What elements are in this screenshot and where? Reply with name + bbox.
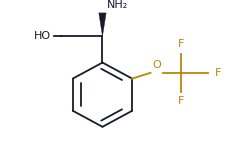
- Text: HO: HO: [34, 31, 51, 41]
- Polygon shape: [99, 13, 106, 36]
- Text: F: F: [178, 39, 184, 49]
- Text: F: F: [215, 68, 222, 78]
- Text: O: O: [152, 60, 161, 70]
- Text: F: F: [178, 96, 184, 106]
- Text: NH₂: NH₂: [107, 0, 129, 10]
